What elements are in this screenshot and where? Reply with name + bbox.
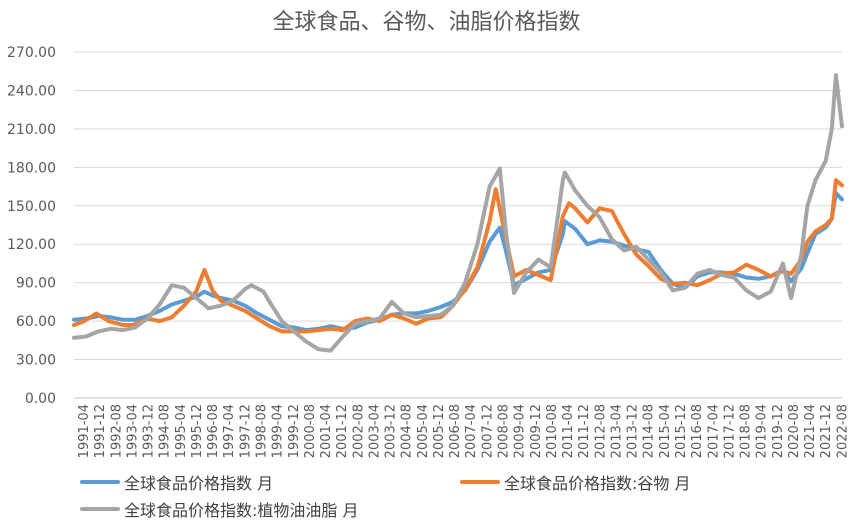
x-tick-label: 2013-12 (626, 404, 641, 458)
x-tick-label: 1993-12 (142, 404, 157, 458)
x-tick-label: 1992-08 (109, 404, 124, 458)
y-tick-label: 240.00 (7, 83, 56, 99)
x-tick-label: 2021-12 (819, 404, 834, 458)
x-tick-label: 1991-04 (77, 404, 92, 458)
y-tick-label: 150.00 (7, 199, 56, 215)
x-tick-label: 2010-08 (545, 404, 560, 458)
series-lines (72, 73, 844, 353)
y-tick-label: 90.00 (16, 276, 56, 292)
x-tick-label: 2022-08 (835, 404, 850, 458)
y-tick-label: 180.00 (7, 160, 56, 176)
x-tick-label: 2003-04 (367, 404, 382, 458)
chart-title: 全球食品、谷物、油脂价格指数 (272, 10, 581, 35)
x-axis: 1991-04 1991-12 1992-08 1993-04 1993-12 1994-… (77, 404, 850, 458)
legend-item-cereals: 全球食品价格指数:谷物 月 (460, 470, 690, 494)
legend-label-vegoil: 全球食品价格指数:植物油油脂 月 (124, 501, 359, 520)
y-tick-label: 210.00 (7, 122, 56, 138)
y-axis: 0.00 30.00 60.00 90.00 120.00 150.00 180.00 210… (7, 45, 56, 407)
x-tick-label: 2000-08 (303, 404, 318, 458)
x-tick-label: 1993-04 (125, 404, 140, 458)
x-tick-label: 2002-08 (351, 404, 366, 458)
series-line-cereals-index (72, 178, 844, 334)
x-tick-label: 1991-12 (93, 404, 108, 458)
x-tick-label: 1998-08 (254, 404, 269, 458)
x-tick-label: 2006-08 (448, 404, 463, 458)
x-tick-label: 1996-08 (206, 404, 221, 458)
x-tick-label: 2003-12 (384, 404, 399, 458)
legend-item-vegoil: 全球食品价格指数:植物油油脂 月 (80, 497, 358, 521)
legend-label-cereals: 全球食品价格指数:谷物 月 (504, 474, 691, 493)
y-tick-label: 60.00 (16, 314, 56, 330)
y-tick-label: 30.00 (16, 353, 56, 369)
x-tick-label: 2005-12 (432, 404, 447, 458)
x-tick-label: 1999-04 (271, 404, 286, 458)
series-line-food-index (72, 191, 844, 333)
legend-label-food: 全球食品价格指数 月 (124, 474, 274, 493)
x-tick-label: 1995-04 (174, 404, 189, 458)
gridlines (74, 51, 842, 399)
x-tick-label: 2018-08 (739, 404, 754, 458)
x-tick-label: 2021-04 (803, 404, 818, 458)
legend-item-food: 全球食品价格指数 月 (80, 470, 273, 494)
y-tick-label: 270.00 (7, 45, 56, 61)
x-tick-label: 1994-08 (158, 404, 173, 458)
legend-swatch-vegoil (80, 507, 120, 511)
x-tick-label: 2015-12 (674, 404, 689, 458)
x-tick-label: 2017-04 (706, 404, 721, 458)
x-tick-label: 1999-12 (287, 404, 302, 458)
x-tick-label: 1997-12 (238, 404, 253, 458)
x-tick-label: 2013-04 (609, 404, 624, 458)
x-tick-label: 2019-04 (755, 404, 770, 458)
x-tick-label: 2005-04 (416, 404, 431, 458)
x-tick-label: 2009-12 (529, 404, 544, 458)
x-tick-label: 2014-08 (642, 404, 657, 458)
x-tick-label: 2020-08 (787, 404, 802, 458)
x-tick-label: 2001-04 (319, 404, 334, 458)
y-tick-label: 0.00 (25, 391, 56, 407)
x-tick-label: 2007-04 (464, 404, 479, 458)
x-tick-label: 2017-12 (722, 404, 737, 458)
x-tick-label: 2011-04 (561, 404, 576, 458)
series-line-vegoil-index (72, 73, 844, 353)
legend-swatch-food (80, 480, 120, 484)
x-tick-label: 2012-08 (593, 404, 608, 458)
x-tick-label: 2015-04 (658, 404, 673, 458)
x-tick-label: 2019-12 (771, 404, 786, 458)
x-tick-label: 2001-12 (335, 404, 350, 458)
legend-swatch-cereals (460, 480, 500, 484)
x-tick-label: 2007-12 (480, 404, 495, 458)
x-tick-label: 2011-12 (577, 404, 592, 458)
y-tick-label: 120.00 (7, 237, 56, 253)
x-tick-label: 2004-08 (400, 404, 415, 458)
x-tick-label: 2009-04 (513, 404, 528, 458)
x-tick-label: 2016-08 (690, 404, 705, 458)
x-tick-label: 1995-12 (190, 404, 205, 458)
x-tick-label: 1997-04 (222, 404, 237, 458)
x-tick-label: 2008-08 (497, 404, 512, 458)
